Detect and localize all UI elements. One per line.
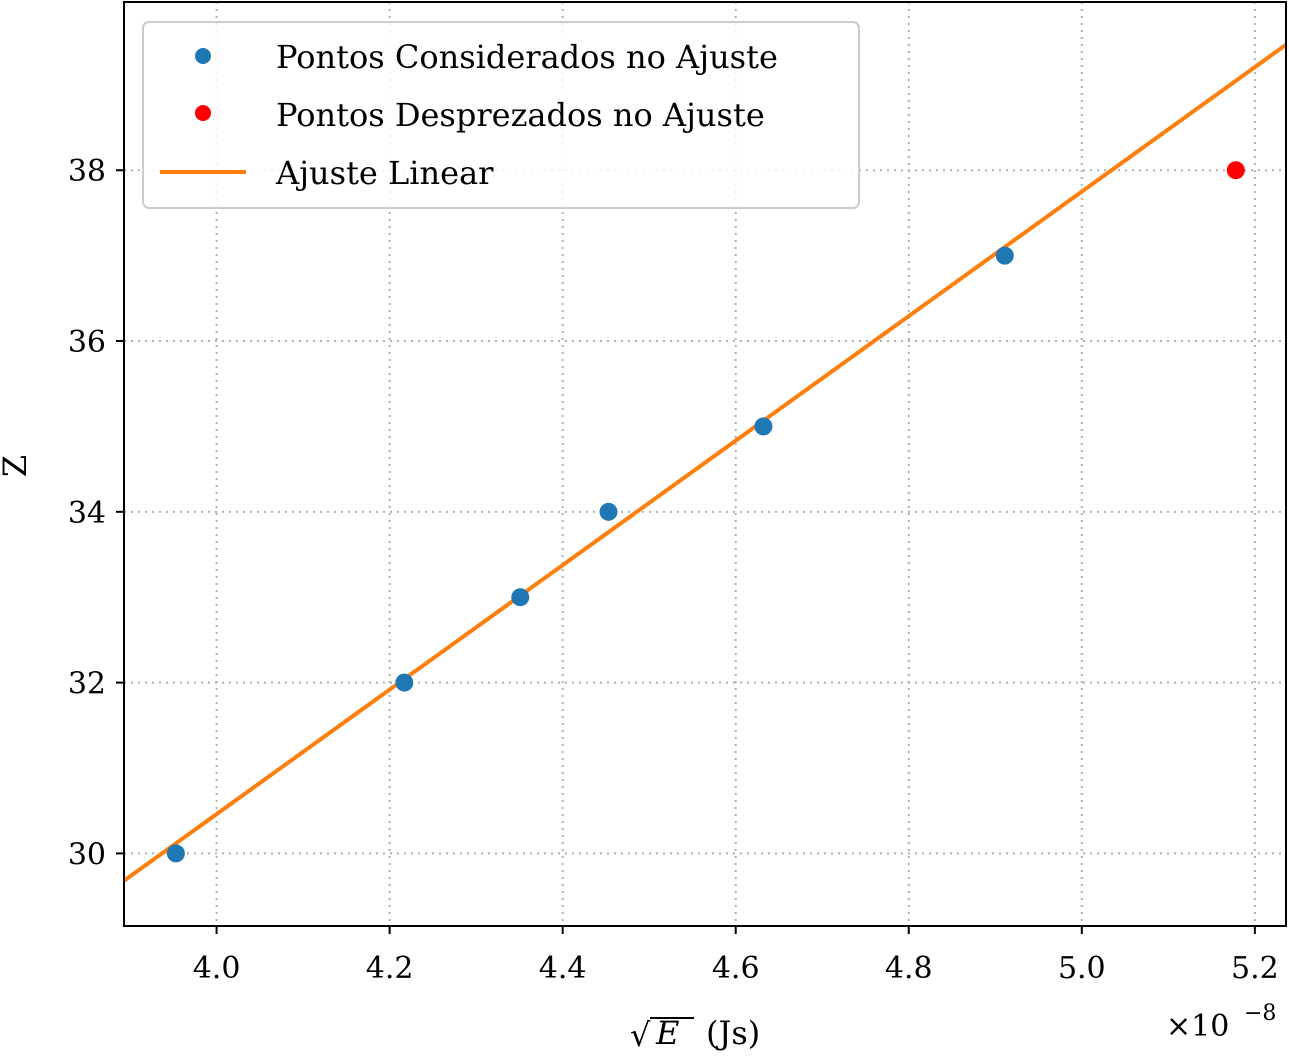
y-tick-label: 30 — [68, 837, 106, 872]
considered-data-point — [395, 673, 414, 692]
legend: Pontos Considerados no Ajuste Pontos Des… — [142, 21, 860, 209]
x-tick-label: 4.2 — [366, 951, 414, 986]
y-tick-label: 34 — [68, 496, 106, 531]
x-axis-offset-exponent: −8 — [1244, 1001, 1276, 1026]
considered-data-point — [995, 246, 1014, 265]
plot-frame — [123, 1, 1287, 927]
y-tick-label: 32 — [68, 667, 106, 702]
fit-line-layer — [122, 43, 1288, 883]
x-axis-label: √ E (Js) — [630, 1014, 760, 1054]
considered-data-point — [599, 502, 618, 521]
x-axis-label-variable: E — [655, 1014, 679, 1052]
x-tick-label: 5.2 — [1231, 951, 1279, 986]
y-axis-ticks: 30 32 34 36 38 — [68, 154, 124, 872]
legend-label-discarded: Pontos Desprezados no Ajuste — [276, 96, 765, 134]
considered-data-point — [754, 417, 773, 436]
fit-line — [122, 43, 1288, 883]
legend-frame — [142, 21, 860, 209]
x-tick-label: 4.0 — [193, 951, 241, 986]
x-tick-label: 4.6 — [712, 951, 760, 986]
legend-label-considered: Pontos Considerados no Ajuste — [276, 38, 778, 76]
x-tick-label: 5.0 — [1058, 951, 1106, 986]
points-layer — [166, 161, 1245, 863]
x-axis-ticks: 4.0 4.2 4.4 4.6 4.8 5.0 5.2 — [193, 926, 1279, 986]
considered-data-point — [511, 588, 530, 607]
legend-marker-discarded — [195, 105, 211, 121]
y-tick-label: 38 — [68, 154, 106, 189]
x-axis-label-unit: (Js) — [706, 1014, 760, 1052]
y-axis-label: Z — [0, 455, 34, 477]
x-tick-label: 4.8 — [885, 951, 933, 986]
y-tick-label: 36 — [68, 325, 106, 360]
legend-marker-considered — [195, 48, 211, 64]
x-tick-label: 4.4 — [539, 951, 587, 986]
x-axis-label-root: √ — [630, 1016, 651, 1054]
considered-data-point — [166, 844, 185, 863]
x-axis-offset-label: ×10 −8 — [1166, 1001, 1276, 1044]
legend-label-fit-line: Ajuste Linear — [275, 154, 494, 192]
x-axis-offset-base: ×10 — [1166, 1009, 1229, 1044]
discarded-data-point — [1226, 161, 1245, 180]
